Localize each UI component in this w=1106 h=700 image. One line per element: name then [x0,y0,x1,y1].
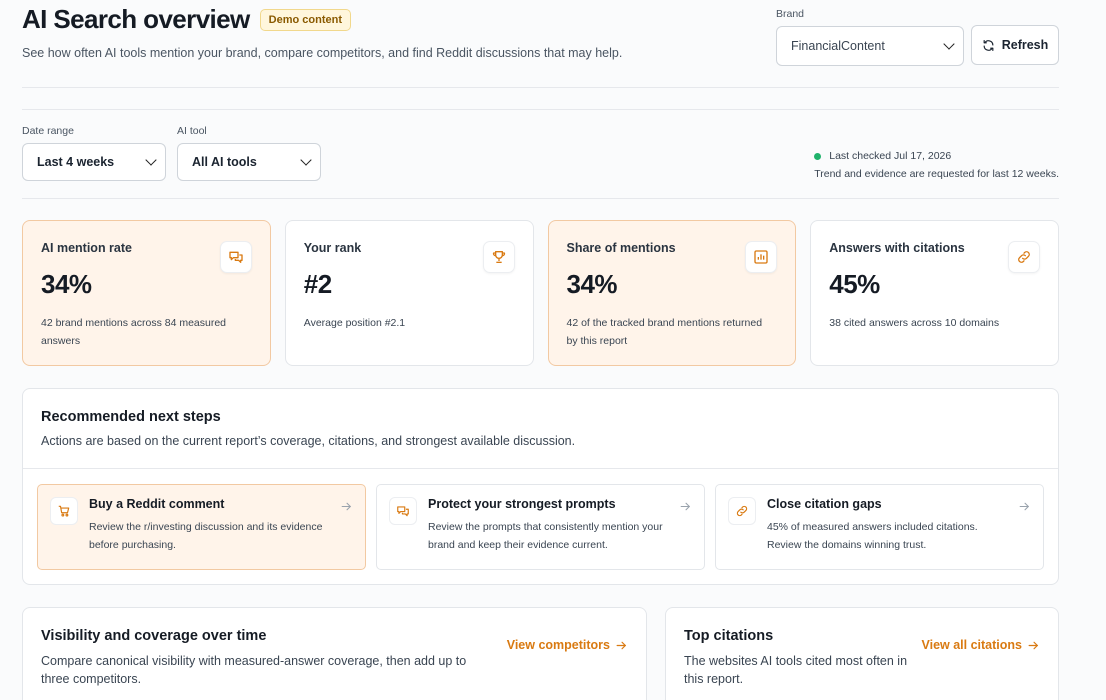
bar-chart-icon [745,241,778,273]
demo-badge: Demo content [259,8,351,31]
metric-card-mention-rate: AI mention rate 34% 42 brand mentions ac… [22,220,271,366]
link-icon [728,497,756,525]
rec-card-protect-prompts[interactable]: Protect your strongest prompts Review th… [376,484,705,570]
refresh-icon [983,39,994,51]
rec-title: Protect your strongest prompts [428,497,616,511]
rec-card-close-citation-gaps[interactable]: Close citation gaps 45% of measured answ… [715,484,1044,570]
page: AI Search overview Demo content See how … [22,0,1059,700]
section-subtitle: Compare canonical visibility with measur… [41,654,467,686]
metric-card-citations: Answers with citations 45% 38 cited answ… [810,220,1059,366]
metric-value: 34% [41,269,92,299]
chevron-down-icon [943,38,955,50]
page-subtitle: See how often AI tools mention your bran… [22,46,623,60]
arrow-right-icon [616,641,627,649]
refresh-button[interactable]: Refresh [971,25,1059,65]
date-range-select[interactable]: Last 4 weeks [22,143,166,181]
title-row: AI Search overview Demo content [22,4,351,35]
metric-note: 42 brand mentions across 84 measured ans… [41,317,227,347]
last-checked-text: Last checked Jul 17, 2026 [829,150,952,162]
cart-icon [50,497,78,525]
section-title: Visibility and coverage over time [41,628,267,644]
ai-tool-label: AI tool [177,125,207,137]
arrow-right-icon [680,502,691,511]
arrow-right-icon [1019,502,1030,511]
top-citations-panel: Top citations The websites AI tools cite… [665,607,1059,700]
metric-value: #2 [303,269,332,299]
section-subtitle: Actions are based on the current report’… [41,434,576,448]
link-label: View competitors [506,638,610,652]
section-title: Recommended next steps [41,409,221,425]
date-range-field: Date range Last 4 weeks [22,125,166,181]
chevron-down-icon [300,154,312,166]
last-checked-line: Last checked Jul 17, 2026 [814,150,1059,162]
view-competitors-link[interactable]: View competitors [507,638,628,652]
metric-value: 45% [829,269,880,299]
arrow-right-icon [1028,641,1039,649]
metric-cards: AI mention rate 34% 42 brand mentions ac… [22,220,1059,366]
chat-bubbles-icon [389,497,417,525]
metric-label: Answers with citations [829,241,965,255]
metric-value: 34% [566,269,618,299]
visibility-panel: Visibility and coverage over time Compar… [22,607,647,700]
trophy-icon [482,241,515,273]
link-icon [1008,241,1040,273]
status-dot-icon [814,152,822,160]
rec-desc: 45% of measured answers included citatio… [767,521,978,551]
recommended-cards: Buy a Reddit comment Review the r/invest… [37,484,1044,570]
rec-title: Buy a Reddit comment [89,497,225,511]
arrow-right-icon [341,502,352,511]
link-label: View all citations [921,638,1022,652]
metric-label: Your rank [303,241,362,255]
section-subtitle: The websites AI tools cited most often i… [684,654,908,686]
rec-card-buy-reddit-comment[interactable]: Buy a Reddit comment Review the r/invest… [37,484,366,570]
brand-select-value: FinancialContent [791,39,885,53]
refresh-label: Refresh [1001,38,1049,52]
brand-select[interactable]: FinancialContent [776,26,964,66]
metric-note: 38 cited answers across 10 domains [829,317,1000,329]
metric-card-share: Share of mentions 34% 42 of the tracked … [547,220,797,366]
ai-tool-value: All AI tools [192,155,257,169]
section-title: Top citations [684,628,774,644]
ai-tool-field: AI tool All AI tools [177,125,321,181]
rec-desc: Review the prompts that consistently men… [428,521,663,551]
rec-title: Close citation gaps [767,497,882,511]
page-header: AI Search overview Demo content See how … [22,0,1059,88]
rec-desc: Review the r/investing discussion and it… [89,521,323,551]
brand-field: Brand FinancialContent [776,8,964,66]
filter-bar: Date range Last 4 weeks AI tool All AI t… [22,109,1059,199]
ai-tool-select[interactable]: All AI tools [177,143,321,181]
metric-label: AI mention rate [41,241,132,255]
chat-bubbles-icon [219,241,252,273]
date-range-label: Date range [22,125,74,137]
recommended-section: Recommended next steps Actions are based… [22,388,1059,585]
chevron-down-icon [145,154,157,166]
page-title: AI Search overview [22,4,250,34]
check-status: Last checked Jul 17, 2026 Trend and evid… [814,150,1059,180]
brand-label: Brand [776,8,805,20]
trend-note: Trend and evidence are requested for las… [814,168,1059,180]
metric-note: Average position #2.1 [303,317,406,329]
date-range-value: Last 4 weeks [37,155,115,169]
metric-label: Share of mentions [566,241,676,255]
recommended-header: Recommended next steps Actions are based… [23,389,1058,469]
metric-card-rank: Your rank #2 Average position #2.1 [284,220,534,366]
view-all-citations-link[interactable]: View all citations [921,638,1040,652]
metric-note: 42 of the tracked brand mentions returne… [566,317,763,347]
